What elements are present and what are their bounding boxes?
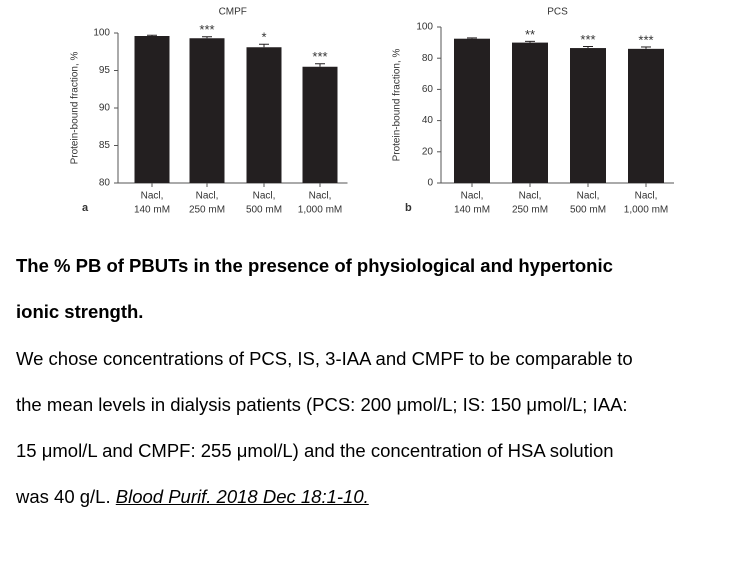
y-axis-label: Protein-bound fraction, % [70, 51, 81, 164]
y-tick-label: 40 [422, 115, 434, 126]
bar [454, 38, 490, 184]
x-tick-label: Nacl, [635, 191, 658, 202]
y-tick-label: 95 [99, 65, 111, 76]
chart-title: CMPF [219, 7, 247, 18]
significance-label: *** [638, 32, 653, 47]
y-tick-label: 80 [99, 178, 111, 189]
x-tick-label: Nacl, [141, 191, 164, 202]
bar [134, 36, 170, 183]
significance-label: *** [580, 32, 595, 47]
chart-title: PCS [547, 7, 568, 18]
x-tick-label: 250 mM [512, 205, 548, 216]
bar [246, 47, 282, 183]
y-tick-label: 0 [427, 178, 433, 189]
x-tick-label: Nacl, [519, 191, 542, 202]
x-tick-label: Nacl, [253, 191, 276, 202]
bar [189, 38, 225, 183]
caption-body: We chose concentrations of PCS, IS, 3-IA… [16, 348, 633, 369]
caption-body: the mean levels in dialysis patients (PC… [16, 394, 628, 415]
bar [570, 48, 606, 184]
x-tick-label: 500 mM [570, 205, 606, 216]
significance-label: *** [312, 49, 327, 64]
y-tick-label: 100 [93, 28, 110, 39]
panel-label: a [82, 202, 89, 214]
y-tick-label: 20 [422, 146, 434, 157]
x-tick-label: Nacl, [577, 191, 600, 202]
significance-label: ** [525, 27, 535, 42]
x-tick-label: 1,000 mM [624, 205, 668, 216]
bar [512, 42, 548, 183]
caption-title: ionic strength. [16, 301, 144, 322]
x-tick-label: 140 mM [454, 205, 490, 216]
y-axis-label: Protein-bound fraction, % [392, 48, 403, 161]
y-tick-label: 80 [422, 53, 434, 64]
significance-label: * [261, 30, 266, 45]
significance-label: *** [199, 22, 214, 37]
figure: CMPF Protein-bound fraction, % a 80 85 90 95 10… [70, 7, 674, 216]
citation-link[interactable]: Blood Purif. 2018 Dec 18:1-10. [115, 486, 369, 507]
x-tick-label: 140 mM [134, 205, 170, 216]
bar [302, 66, 338, 183]
caption-body: was 40 g/L. Blood Purif. 2018 Dec 18:1-1… [16, 486, 369, 508]
caption-body: 15 μmol/L and CMPF: 255 μmol/L) and the … [16, 440, 614, 461]
bar [628, 48, 664, 184]
x-tick-label: Nacl, [309, 191, 332, 202]
x-tick-label: Nacl, [196, 191, 219, 202]
y-tick-label: 100 [416, 22, 433, 33]
y-tick-label: 85 [99, 140, 111, 151]
x-tick-label: 500 mM [246, 205, 282, 216]
caption-title: The % PB of PBUTs in the presence of phy… [16, 255, 613, 276]
x-tick-label: 1,000 mM [298, 205, 342, 216]
caption-body: was 40 g/L. [16, 486, 111, 507]
panel-label: b [405, 202, 412, 214]
x-tick-label: Nacl, [461, 191, 484, 202]
x-tick-label: 250 mM [189, 205, 225, 216]
y-tick-label: 90 [99, 103, 111, 114]
y-tick-label: 60 [422, 84, 434, 95]
